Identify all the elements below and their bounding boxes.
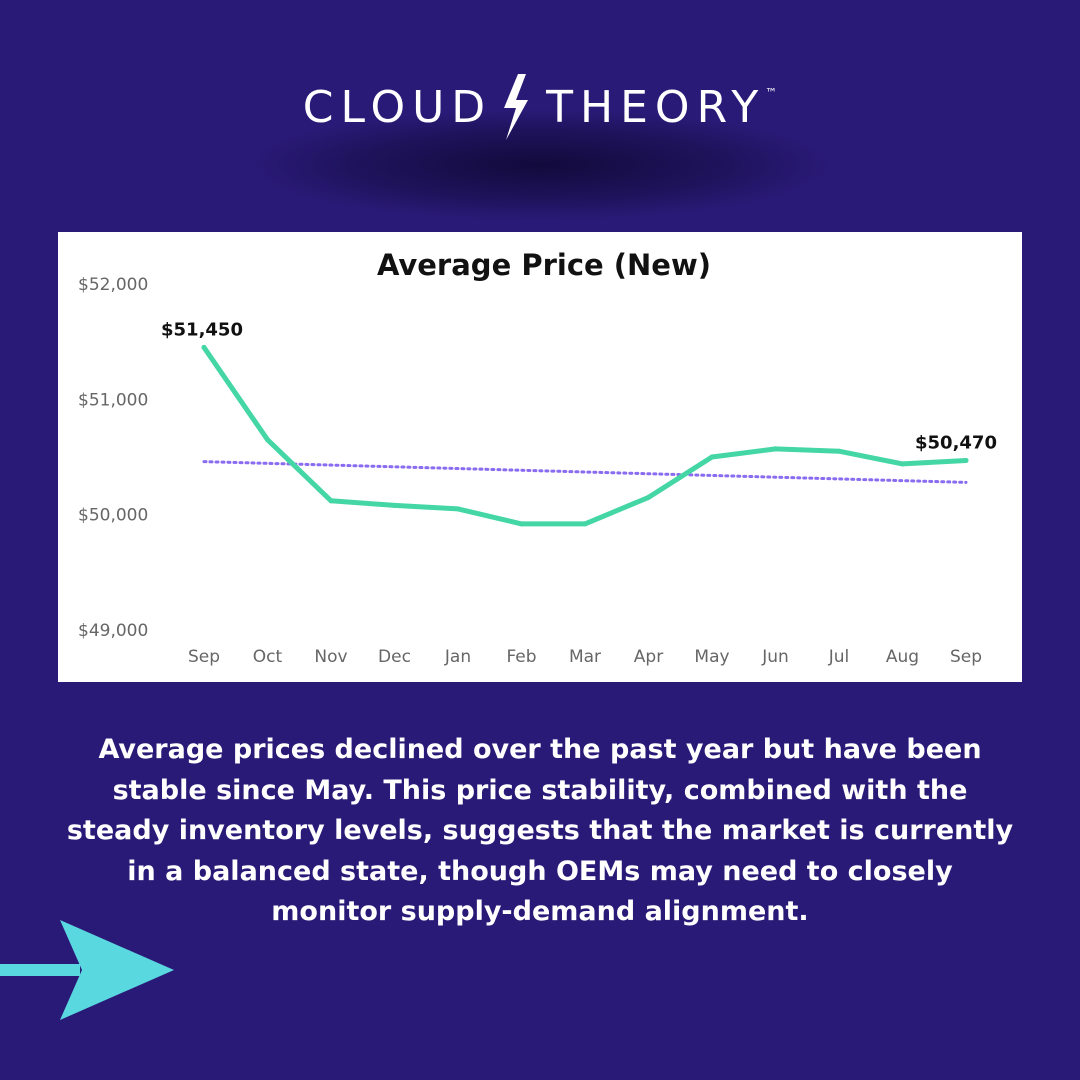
data-point (455, 506, 461, 512)
x-tick-label: Mar (569, 647, 601, 667)
caption-line: in a balanced state, though OEMs may nee… (127, 855, 953, 887)
x-tick-label: Jul (828, 647, 850, 667)
data-point (963, 457, 969, 463)
y-tick-label: $49,000 (78, 621, 148, 641)
annotations-layer: $51,450 $50,470 (161, 319, 997, 453)
series-line (201, 344, 969, 527)
caption-line: monitor supply-demand alignment. (271, 896, 809, 927)
x-tick-label: Nov (314, 647, 347, 667)
data-label: $50,470 (915, 432, 997, 453)
data-point (582, 521, 588, 527)
right-arrow-icon[interactable] (0, 920, 180, 1020)
x-tick-label: Sep (950, 647, 982, 667)
y-axis: $49,000 $50,000 $51,000 $52,000 (78, 275, 148, 641)
trendline (202, 460, 968, 484)
y-tick-label: $51,000 (78, 390, 148, 410)
brand-word-left: CLOUD (302, 81, 493, 133)
y-tick-label: $52,000 (78, 275, 148, 295)
chart-title: Average Price (New) (377, 248, 711, 282)
x-tick-label: Jun (761, 647, 789, 667)
x-tick-label: Feb (506, 647, 536, 667)
data-point (900, 461, 905, 467)
data-point (836, 448, 842, 454)
lightning-bolt-icon (504, 74, 529, 140)
x-tick-label: May (694, 647, 729, 667)
chart-card: Average Price (New) $49,000 $50,000 $51,00… (58, 232, 1022, 682)
x-tick-label: Apr (634, 647, 663, 667)
data-point (201, 344, 207, 350)
x-tick-label: Aug (886, 647, 919, 667)
caption-line: steady inventory levels, suggests that t… (66, 815, 1014, 846)
data-point (392, 502, 397, 508)
x-tick-label: Sep (188, 647, 220, 667)
data-label: $51,450 (161, 319, 243, 340)
caption-line: stable since May. This price stability, … (112, 774, 968, 806)
trademark-symbol: ™ (765, 86, 778, 100)
x-tick-label: Dec (378, 647, 411, 667)
y-tick-label: $50,000 (78, 506, 148, 526)
caption-line: Average prices declined over the past ye… (98, 734, 982, 765)
trendline-layer (202, 460, 968, 484)
brand-logo: CLOUD THEORY ™ (0, 72, 1080, 142)
x-tick-label: Jan (444, 647, 471, 667)
x-tick-label: Oct (253, 647, 283, 667)
data-point (709, 454, 715, 460)
data-point (265, 437, 270, 443)
brand-word-right: THEORY (546, 81, 766, 133)
data-point (328, 498, 334, 504)
series-layer (201, 344, 969, 527)
data-point (646, 494, 651, 500)
x-axis: Sep Oct Nov Dec Jan Feb Mar Apr May Jun Jul Aug Sep (188, 647, 982, 667)
data-point (519, 521, 524, 527)
caption: Average prices declined over the past ye… (40, 730, 1040, 933)
data-points (201, 344, 969, 527)
data-point (773, 446, 778, 452)
average-price-chart: Average Price (New) $49,000 $50,000 $51,00… (78, 248, 997, 667)
